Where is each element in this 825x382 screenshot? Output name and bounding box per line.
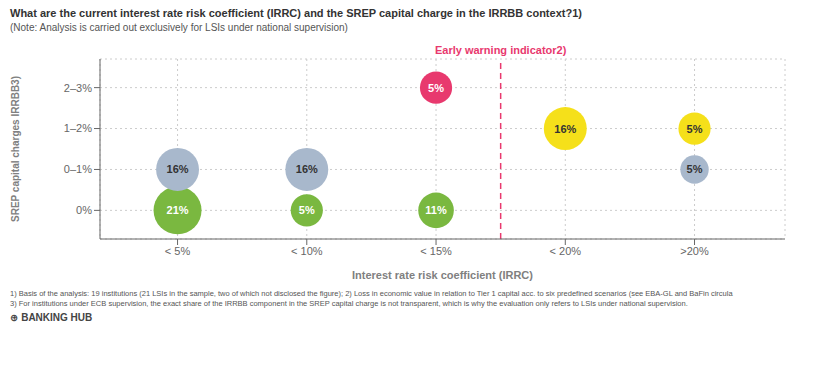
svg-text:21%: 21%	[167, 204, 189, 216]
svg-text:0%: 0%	[76, 204, 92, 216]
svg-text:16%: 16%	[167, 163, 189, 175]
html-text:3) For institutions under ECB: 3) For institutions under ECB supervisio…	[10, 299, 688, 308]
html-text:What are the current interest: What are the current interest rate risk …	[10, 7, 582, 19]
svg-text:< 20%: < 20%	[550, 245, 582, 257]
svg-text:5%: 5%	[687, 123, 703, 135]
svg-text:SREP capital charges IRRBB3): SREP capital charges IRRBB3)	[10, 76, 21, 222]
svg-text:1–2%: 1–2%	[64, 122, 92, 134]
svg-text:Interest rate risk coefficient: Interest rate risk coefficient (IRRC)	[352, 269, 533, 281]
svg-text:5%: 5%	[687, 163, 703, 175]
svg-text:2–3%: 2–3%	[64, 82, 92, 94]
svg-text:16%: 16%	[296, 163, 318, 175]
html-text:1) Basis of the analysis: 19 i: 1) Basis of the analysis: 19 institution…	[10, 289, 733, 298]
svg-text:5%: 5%	[299, 204, 315, 216]
svg-text:11%: 11%	[425, 204, 447, 216]
svg-text:Early warning indicator2): Early warning indicator2)	[435, 44, 567, 56]
svg-text:< 5%: < 5%	[165, 245, 191, 257]
svg-text:0–1%: 0–1%	[64, 163, 92, 175]
svg-text:16%: 16%	[554, 123, 576, 135]
svg-text:< 15%: < 15%	[420, 245, 452, 257]
svg-text:5%: 5%	[428, 82, 444, 94]
html-text:(Note: Analysis is carried out: (Note: Analysis is carried out exclusive…	[10, 22, 348, 33]
svg-text:< 10%: < 10%	[291, 245, 323, 257]
svg-text:>20%: >20%	[680, 245, 709, 257]
html-text:⊕ BANKING HUB: ⊕ BANKING HUB	[10, 312, 93, 323]
